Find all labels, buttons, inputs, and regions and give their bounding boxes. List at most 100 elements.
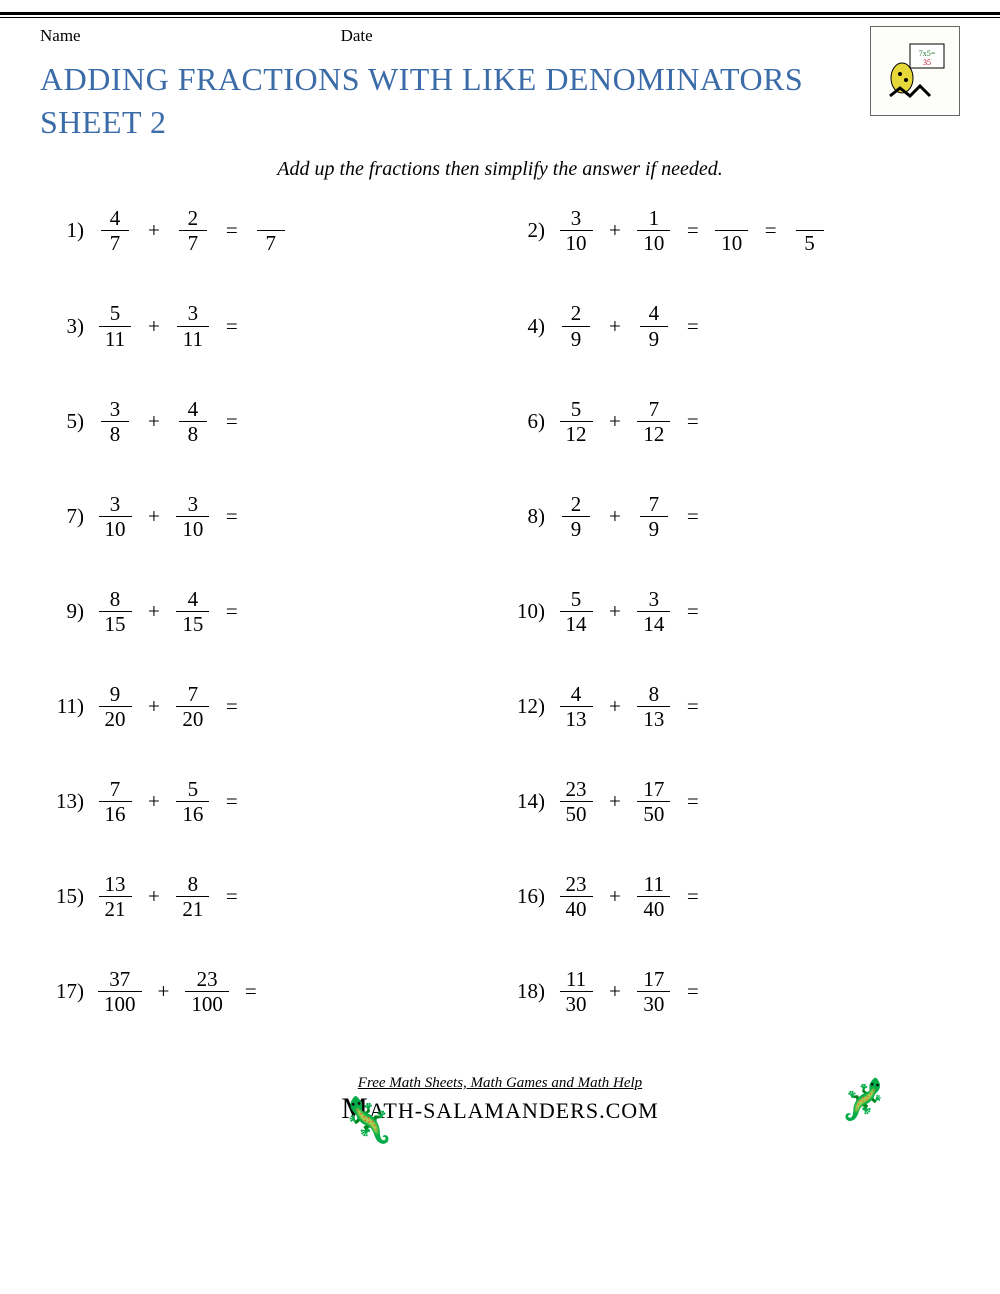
numerator: 4 bbox=[188, 398, 199, 421]
plus-sign: + bbox=[607, 409, 623, 434]
salamander-right-icon: 🦎 bbox=[810, 1076, 920, 1136]
numerator bbox=[729, 207, 734, 230]
fraction: 27 bbox=[176, 207, 210, 254]
equals-sign: = bbox=[685, 218, 701, 243]
denominator: 10 bbox=[637, 230, 670, 254]
denominator: 16 bbox=[99, 801, 132, 825]
numerator: 3 bbox=[649, 588, 660, 611]
fraction: 29 bbox=[559, 493, 593, 540]
equals-sign: = bbox=[224, 504, 240, 529]
header-text: Name Date ADDING FRACTIONS WITH LIKE DEN… bbox=[40, 26, 850, 144]
equals-sign: = bbox=[224, 789, 240, 814]
denominator: 5 bbox=[796, 230, 824, 254]
top-rule bbox=[0, 12, 1000, 18]
equals-sign: = bbox=[685, 409, 701, 434]
plus-sign: + bbox=[607, 314, 623, 339]
denominator: 50 bbox=[637, 801, 670, 825]
problem-number: 12) bbox=[505, 694, 545, 719]
plus-sign: + bbox=[146, 314, 162, 339]
fraction: 415 bbox=[176, 588, 210, 635]
numerator: 5 bbox=[110, 302, 121, 325]
denominator: 15 bbox=[99, 611, 132, 635]
numerator: 13 bbox=[105, 873, 126, 896]
plus-sign: + bbox=[607, 884, 623, 909]
name-date-row: Name Date bbox=[40, 26, 850, 46]
fraction: 413 bbox=[559, 683, 593, 730]
equals-sign: = bbox=[685, 884, 701, 909]
problem-row: 12)413+813= bbox=[505, 683, 956, 730]
numerator: 17 bbox=[643, 968, 664, 991]
equals-sign: = bbox=[685, 599, 701, 624]
numerator: 3 bbox=[110, 493, 121, 516]
problem-number: 2) bbox=[505, 218, 545, 243]
numerator: 4 bbox=[110, 207, 121, 230]
numerator: 3 bbox=[188, 302, 199, 325]
fraction: 79 bbox=[637, 493, 671, 540]
problem-row: 10)514+314= bbox=[505, 588, 956, 635]
denominator: 20 bbox=[99, 706, 132, 730]
fraction: 920 bbox=[98, 683, 132, 730]
denominator: 10 bbox=[560, 230, 593, 254]
fraction: 47 bbox=[98, 207, 132, 254]
numerator: 1 bbox=[649, 207, 660, 230]
denominator: 15 bbox=[176, 611, 209, 635]
numerator: 3 bbox=[571, 207, 582, 230]
denominator: 9 bbox=[640, 516, 668, 540]
fraction: 514 bbox=[559, 588, 593, 635]
equals-sign: = bbox=[224, 409, 240, 434]
problem-number: 18) bbox=[505, 979, 545, 1004]
plus-sign: + bbox=[607, 979, 623, 1004]
numerator: 8 bbox=[649, 683, 660, 706]
problem-number: 4) bbox=[505, 314, 545, 339]
equals-sign: = bbox=[224, 218, 240, 243]
plus-sign: + bbox=[607, 599, 623, 624]
numerator: 8 bbox=[188, 873, 199, 896]
numerator: 7 bbox=[649, 493, 660, 516]
problem-row: 5) 38 +4 8 = bbox=[44, 398, 495, 445]
numerator: 23 bbox=[197, 968, 218, 991]
fraction: 821 bbox=[176, 873, 210, 920]
plus-sign: + bbox=[146, 409, 162, 434]
problem-row: 6)512+712= bbox=[505, 398, 956, 445]
worksheet-title: ADDING FRACTIONS WITH LIKE DENOMINATORS … bbox=[40, 58, 850, 144]
problem-number: 15) bbox=[44, 884, 84, 909]
denominator: 9 bbox=[562, 326, 590, 350]
fraction: 10 bbox=[715, 207, 749, 254]
title-line1: ADDING FRACTIONS WITH LIKE DENOMINATORS bbox=[40, 61, 803, 97]
numerator: 4 bbox=[571, 683, 582, 706]
equals-sign: = bbox=[224, 599, 240, 624]
denominator: 16 bbox=[176, 801, 209, 825]
numerator: 11 bbox=[644, 873, 664, 896]
denominator: 7 bbox=[101, 230, 129, 254]
numerator: 4 bbox=[649, 302, 660, 325]
fraction: 311 bbox=[176, 302, 210, 349]
salamander-left-icon: 🦎 bbox=[340, 1094, 395, 1146]
denominator: 13 bbox=[637, 706, 670, 730]
numerator: 3 bbox=[188, 493, 199, 516]
problem-row: 7)310+310= bbox=[44, 493, 495, 540]
plus-sign: + bbox=[607, 504, 623, 529]
numerator: 5 bbox=[571, 588, 582, 611]
numerator: 8 bbox=[110, 588, 121, 611]
denominator: 10 bbox=[99, 516, 132, 540]
svg-text:7x5=: 7x5= bbox=[919, 49, 936, 58]
denominator: 50 bbox=[560, 801, 593, 825]
plus-sign: + bbox=[146, 218, 162, 243]
problem-number: 5) bbox=[44, 409, 84, 434]
denominator: 8 bbox=[101, 421, 129, 445]
denominator: 20 bbox=[176, 706, 209, 730]
problem-row: 16)2340+1140= bbox=[505, 873, 956, 920]
problem-number: 11) bbox=[44, 694, 84, 719]
name-label: Name bbox=[40, 26, 81, 46]
numerator: 23 bbox=[566, 873, 587, 896]
problem-number: 3) bbox=[44, 314, 84, 339]
equals-sign: = bbox=[685, 314, 701, 339]
problem-number: 17) bbox=[44, 979, 84, 1004]
problem-row: 13)716+516= bbox=[44, 778, 495, 825]
fraction: 38 bbox=[98, 398, 132, 445]
title-line2: SHEET 2 bbox=[40, 104, 166, 140]
numerator: 11 bbox=[566, 968, 586, 991]
problem-row: 4)29+49= bbox=[505, 302, 956, 349]
numerator bbox=[268, 207, 273, 230]
fraction: 1750 bbox=[637, 778, 671, 825]
